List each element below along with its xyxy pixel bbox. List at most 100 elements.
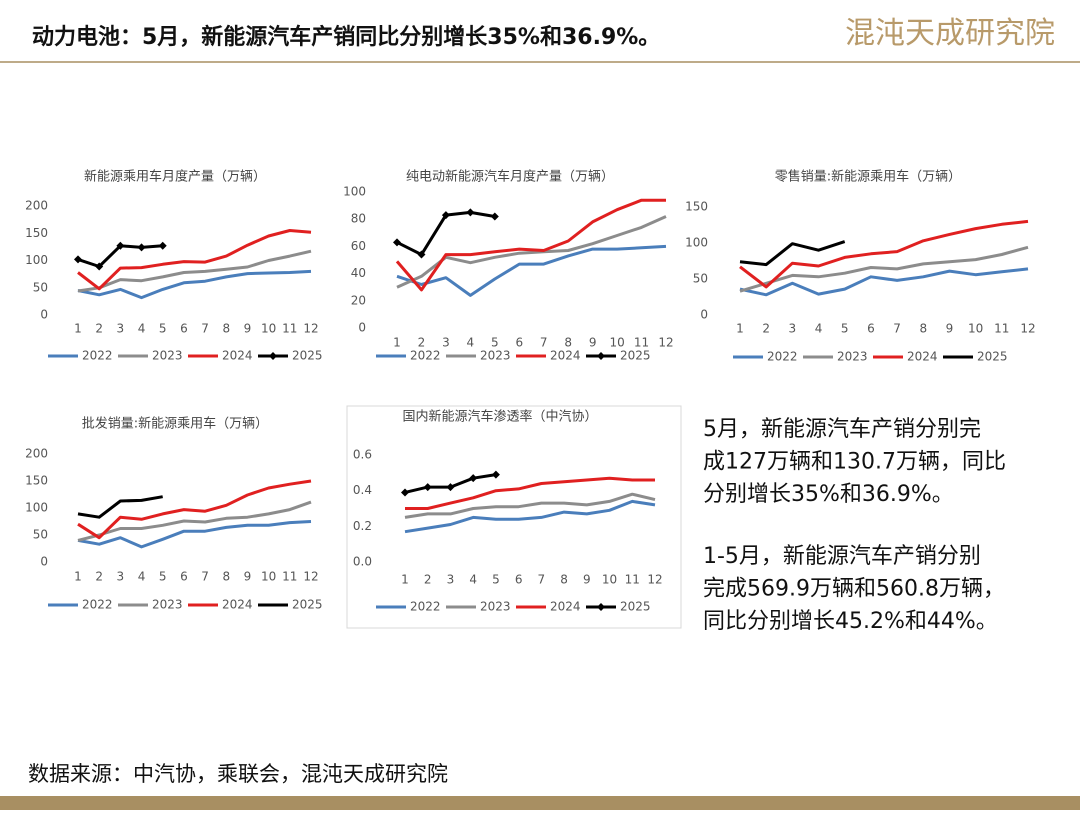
x-tick-label: 8 (564, 336, 572, 350)
legend-label: 2023 (480, 349, 511, 363)
legend-label: 2025 (292, 349, 323, 363)
x-tick-label: 12 (303, 322, 318, 336)
text-line: 5月，新能源汽车产销分别完 (703, 417, 981, 442)
x-tick-label: 2 (762, 322, 770, 336)
x-tick-label: 5 (841, 322, 849, 336)
x-tick-label: 4 (138, 322, 146, 336)
y-tick-label: 0.2 (353, 519, 372, 533)
x-tick-label: 4 (469, 573, 477, 587)
x-tick-label: 12 (658, 336, 673, 350)
series-line (404, 492, 656, 519)
legend-label: 2023 (480, 600, 511, 614)
x-tick-label: 5 (491, 336, 499, 350)
legend-marker (269, 352, 277, 360)
logo: 混沌天成研究院 (845, 16, 1055, 51)
text-line: 完成569.9万辆和560.8万辆， (703, 577, 1005, 602)
x-tick-label: 5 (159, 570, 167, 584)
slide-title: 动力电池：5月，新能源汽车产销同比分别增长35%和36.9%。 (32, 24, 660, 50)
y-tick-label: 100 (25, 501, 48, 515)
series-line (77, 249, 312, 293)
point-marker (417, 250, 426, 259)
x-tick-label: 8 (919, 322, 927, 336)
y-tick-label: 0.4 (353, 483, 372, 497)
x-tick-label: 6 (515, 336, 523, 350)
x-tick-label: 1 (74, 322, 82, 336)
legend-label: 2024 (550, 600, 581, 614)
x-tick-label: 10 (602, 573, 617, 587)
x-tick-label: 11 (994, 322, 1009, 336)
y-tick-label: 100 (685, 236, 708, 250)
chart-title: 新能源乘用车月度产量（万辆） (84, 169, 266, 185)
series-line (77, 229, 312, 291)
chart-title: 纯电动新能源汽车月度产量（万辆） (406, 169, 614, 185)
x-tick-label: 8 (222, 322, 230, 336)
point-marker (491, 470, 500, 479)
x-tick-label: 10 (261, 570, 276, 584)
legend-label: 2022 (82, 349, 113, 363)
legend-label: 2023 (152, 349, 183, 363)
series-line (77, 269, 312, 300)
series-line (404, 499, 656, 534)
legend-label: 2025 (620, 600, 651, 614)
series-line (395, 198, 666, 292)
x-tick-label: 5 (492, 573, 500, 587)
x-tick-label: 9 (589, 336, 597, 350)
footer-bar (0, 796, 1080, 810)
point-marker (423, 483, 432, 492)
x-tick-label: 6 (515, 573, 523, 587)
series-line (739, 267, 1029, 297)
text-line: 成127万辆和130.7万辆，同比 (703, 450, 1006, 475)
point-marker (441, 211, 450, 220)
x-tick-label: 9 (244, 570, 252, 584)
x-tick-label: 2 (418, 336, 426, 350)
x-tick-label: 5 (159, 322, 167, 336)
y-tick-label: 20 (351, 293, 366, 307)
y-tick-label: 0 (700, 308, 708, 322)
point-marker (137, 243, 146, 252)
legend-marker (597, 352, 605, 360)
legend-label: 2024 (550, 349, 581, 363)
y-tick-label: 60 (351, 239, 366, 253)
point-marker (401, 488, 409, 497)
x-tick-label: 7 (540, 336, 548, 350)
point-marker (393, 238, 401, 247)
point-marker (446, 483, 455, 492)
x-tick-label: 1 (401, 573, 409, 587)
y-tick-label: 0.6 (353, 448, 372, 462)
legend-label: 2024 (222, 598, 253, 612)
y-tick-label: 100 (343, 185, 366, 199)
legend-label: 2023 (152, 598, 183, 612)
series-line (396, 244, 667, 297)
chart-title: 国内新能源汽车渗透率（中汽协） (402, 409, 597, 425)
series-line (739, 240, 846, 267)
x-tick-label: 1 (393, 336, 401, 350)
x-tick-label: 12 (1020, 322, 1035, 336)
x-tick-label: 11 (282, 322, 297, 336)
chart-frame (346, 405, 682, 629)
legend-label: 2023 (837, 350, 868, 364)
x-tick-label: 3 (117, 322, 125, 336)
y-tick-label: 80 (351, 212, 366, 226)
x-tick-label: 8 (222, 570, 230, 584)
x-tick-label: 3 (117, 570, 125, 584)
x-tick-label: 7 (893, 322, 901, 336)
source: 数据来源：中汽协，乘联会，混沌天成研究院 (28, 762, 448, 786)
x-tick-label: 1 (736, 322, 744, 336)
x-tick-label: 6 (867, 322, 875, 336)
legend-label: 2024 (907, 350, 938, 364)
x-tick-label: 11 (634, 336, 649, 350)
y-tick-label: 150 (25, 474, 48, 488)
x-tick-label: 2 (424, 573, 432, 587)
y-tick-label: 40 (351, 266, 366, 280)
series-line (77, 500, 312, 542)
point-marker (116, 241, 125, 250)
x-tick-label: 2 (95, 570, 103, 584)
text-line: 同比分别增长45.2%和44%。 (703, 609, 998, 634)
chart-title: 零售销量:新能源乘用车（万辆） (775, 169, 961, 185)
x-tick-label: 4 (138, 570, 146, 584)
x-tick-label: 3 (789, 322, 797, 336)
x-tick-label: 12 (303, 570, 318, 584)
point-marker (158, 241, 167, 250)
x-tick-label: 4 (467, 336, 475, 350)
